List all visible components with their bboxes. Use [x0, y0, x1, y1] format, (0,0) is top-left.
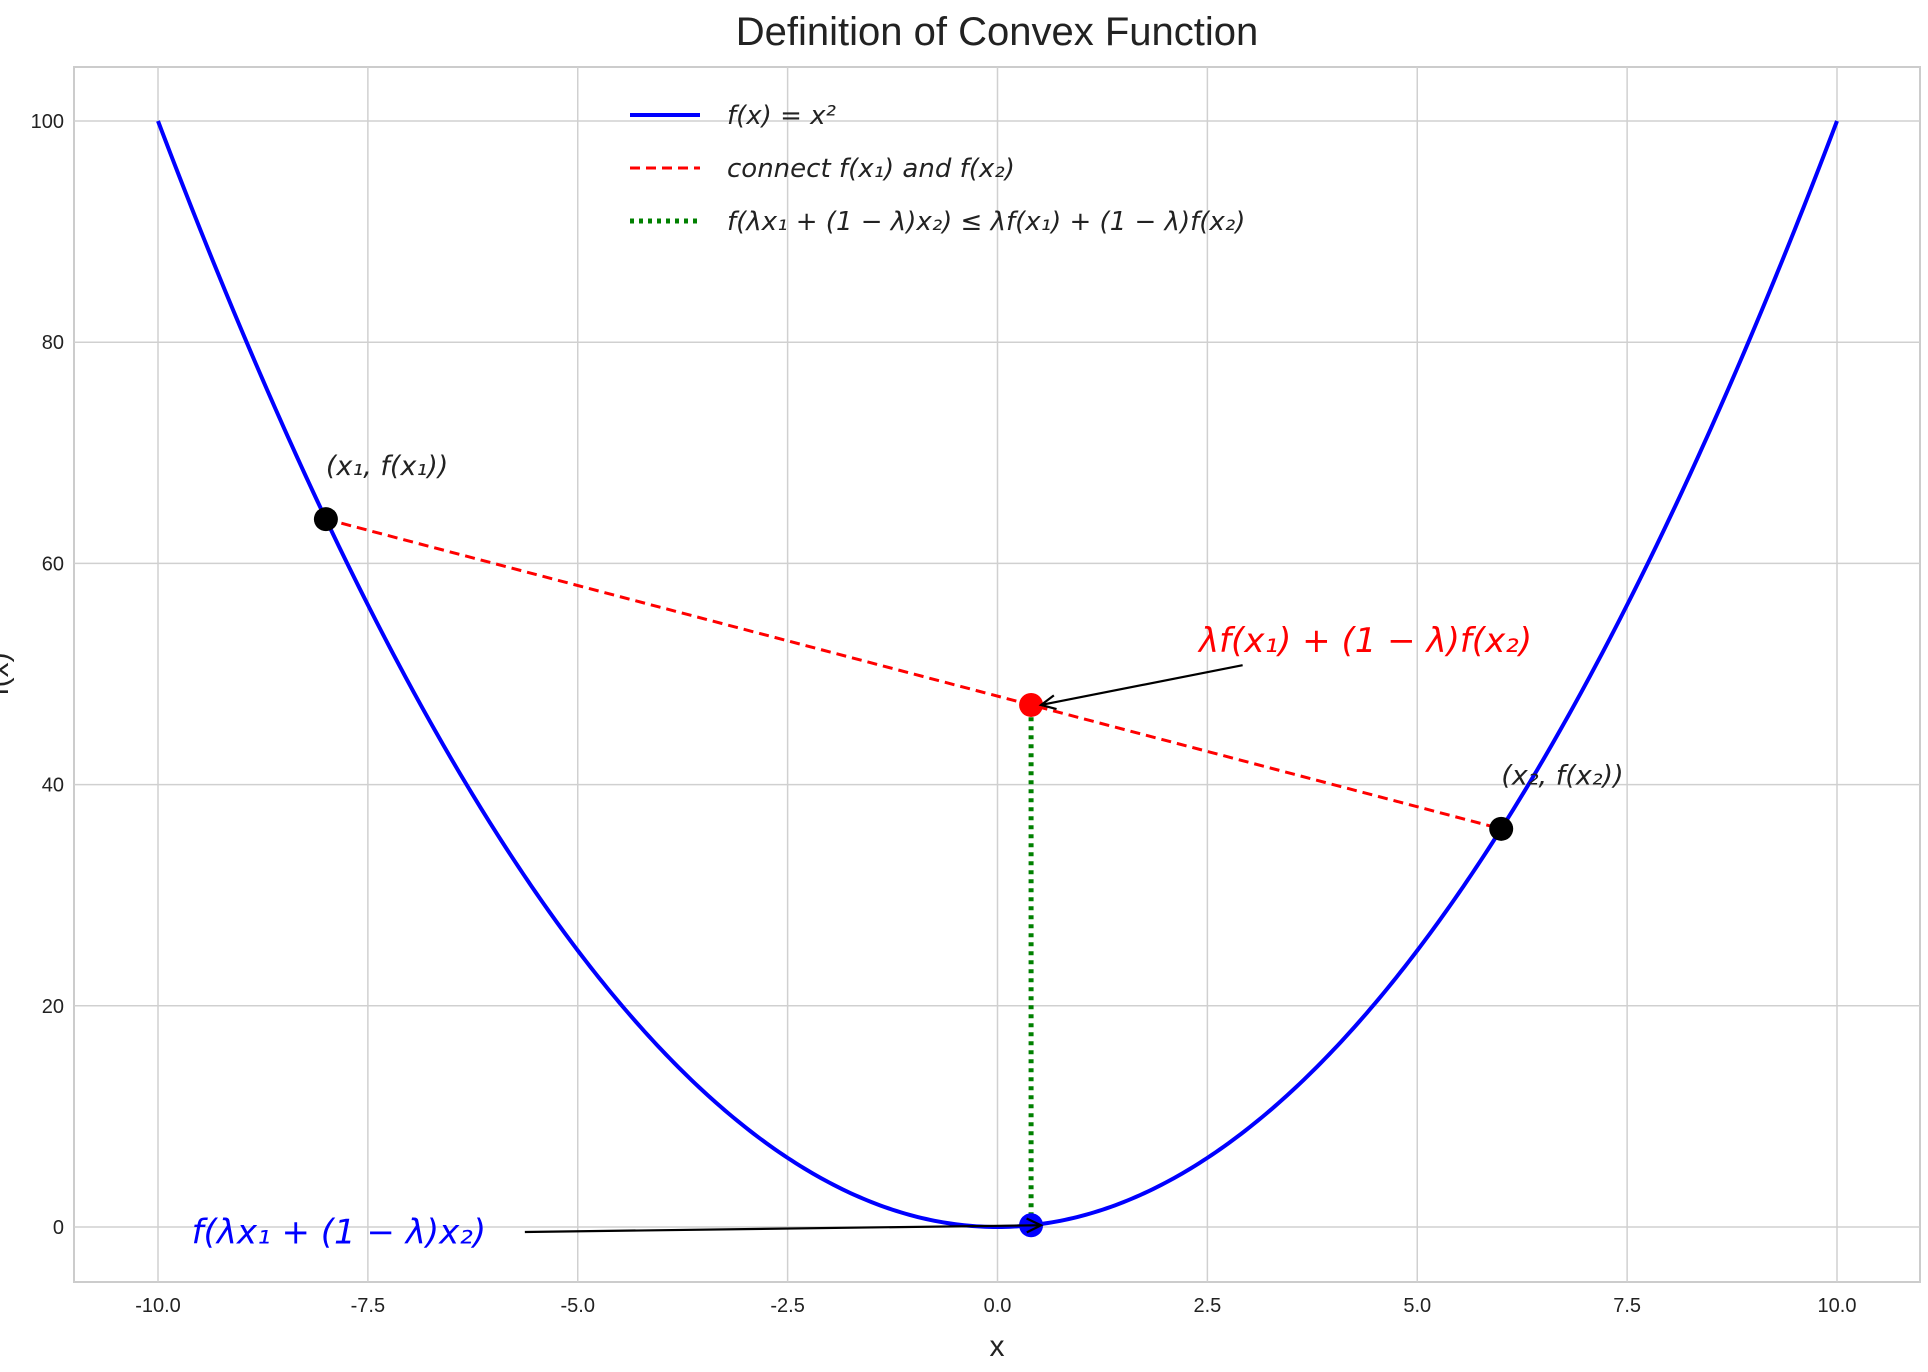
- x-tick-label: 2.5: [1193, 1295, 1221, 1317]
- x-tick-label: -2.5: [770, 1295, 804, 1317]
- x-tick-label: -7.5: [351, 1295, 385, 1317]
- x-ticks: -10.0 -7.5 -5.0 -2.5 0.0 2.5 5.0 7.5 10.0: [135, 1295, 1856, 1317]
- data-point-2: [1019, 692, 1044, 717]
- y-axis-label: f(x): [0, 652, 15, 695]
- annotation-arrow-3: [524, 1224, 1042, 1234]
- chart-title: Definition of Convex Function: [736, 10, 1259, 54]
- y-tick-label: 40: [42, 775, 64, 797]
- series-line-1: [325, 517, 1502, 831]
- x-tick-label: 7.5: [1613, 1295, 1641, 1317]
- series-line-0: [156, 120, 1839, 1230]
- annotation-label-3: f(λx₁ + (1 − λ)x₂): [192, 1213, 487, 1253]
- legend: f(x) = x² connect f(x₁) and f(x₂) f(λx₁ + …: [630, 101, 1245, 237]
- x-tick-label: 5.0: [1403, 1295, 1431, 1317]
- legend-label-1: connect f(x₁) and f(x₂): [727, 154, 1015, 184]
- x-axis-label: x: [990, 1330, 1005, 1363]
- data-point-0: [313, 507, 338, 532]
- arrow-head-icon: [1026, 1217, 1044, 1234]
- y-tick-label: 20: [42, 996, 64, 1018]
- legend-label-2: f(λx₁ + (1 − λ)x₂) ≤ λf(x₁) + (1 − λ)f(x…: [727, 207, 1245, 237]
- y-tick-label: 60: [42, 553, 64, 575]
- data-point-1: [1489, 816, 1514, 841]
- annotation-label-0: (x₁, f(x₁)): [326, 451, 448, 482]
- y-tick-label: 80: [42, 332, 64, 354]
- y-tick-label: 0: [53, 1217, 64, 1239]
- x-tick-label: 0.0: [984, 1295, 1012, 1317]
- x-tick-label: -10.0: [135, 1295, 181, 1317]
- x-tick-label: -5.0: [561, 1295, 595, 1317]
- annotation-label-2: λf(x₁) + (1 − λ)f(x₂): [1197, 621, 1532, 661]
- arrow-head-icon: [1038, 694, 1057, 711]
- x-tick-label: 10.0: [1818, 1295, 1857, 1317]
- legend-label-0: f(x) = x²: [727, 101, 836, 131]
- y-ticks: 0 20 40 60 80 100: [31, 111, 64, 1239]
- annotation-arrow-2: [1040, 664, 1243, 707]
- annotation-label-1: (x₂, f(x₂)): [1501, 761, 1623, 792]
- annotations: (x₁, f(x₁)) (x₂, f(x₂)) λf(x₁) + (1 − λ)f(…: [192, 451, 1624, 1253]
- y-tick-label: 100: [31, 111, 64, 133]
